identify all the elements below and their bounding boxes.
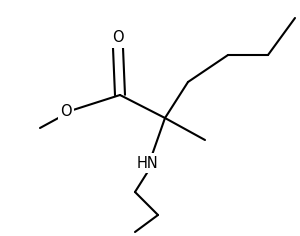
Text: HN: HN — [137, 156, 159, 170]
Text: O: O — [112, 30, 124, 46]
Text: O: O — [60, 105, 72, 119]
